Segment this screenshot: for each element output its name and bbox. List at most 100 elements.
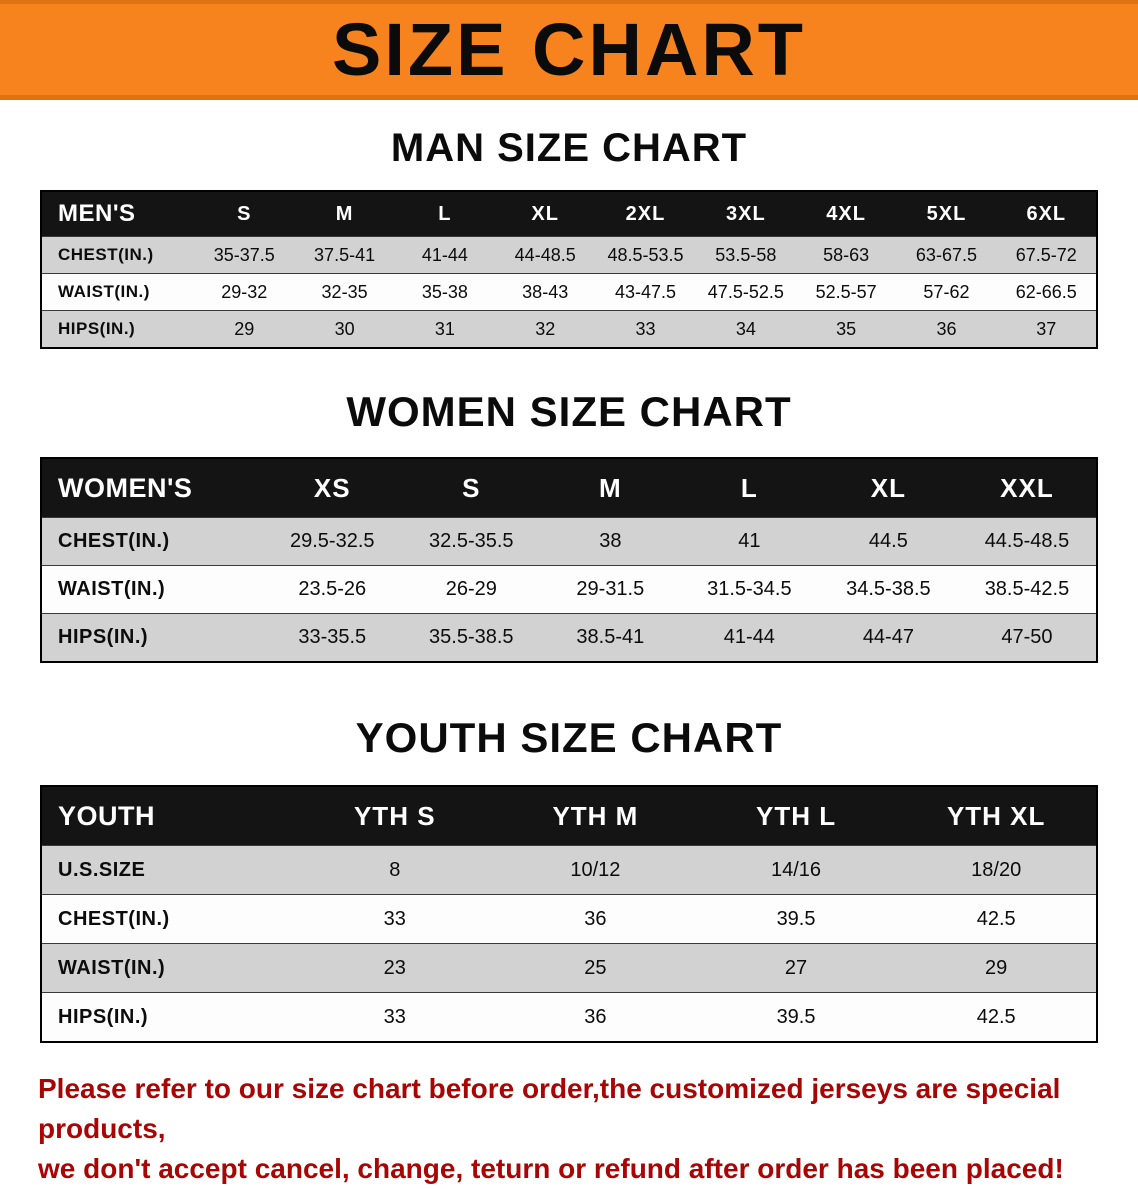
value-cell: 31.5-34.5 — [679, 565, 819, 614]
size-column-header: YTH XL — [896, 785, 1097, 846]
value-cell: 23 — [294, 943, 496, 993]
page-title: SIZE CHART — [332, 8, 806, 91]
value-cell: 47-50 — [957, 613, 1097, 663]
row-label: WAIST(IN.) — [41, 565, 263, 614]
value-cell: 31 — [394, 310, 496, 348]
value-cell: 41-44 — [679, 613, 819, 663]
value-cell: 39.5 — [695, 894, 897, 944]
youth-section-heading: YOUTH SIZE CHART — [355, 714, 783, 762]
men-table-title: MEN'S — [41, 190, 195, 237]
value-cell: 62-66.5 — [996, 273, 1097, 311]
row-label: CHEST(IN.) — [41, 894, 295, 944]
value-cell: 33-35.5 — [262, 613, 402, 663]
value-cell: 10/12 — [495, 845, 696, 895]
value-cell: 29.5-32.5 — [262, 517, 402, 566]
size-column-header: XL — [818, 457, 958, 518]
size-column-header: XXL — [957, 457, 1097, 518]
youth-ussize-row: U.S.SIZE 8 10/12 14/16 18/20 — [41, 845, 1097, 895]
size-column-header: 4XL — [795, 190, 897, 237]
value-cell: 39.5 — [695, 992, 897, 1043]
value-cell: 36 — [495, 992, 696, 1043]
men-size-table: MEN'S S M L XL 2XL 3XL 4XL 5XL 6XL CHEST… — [40, 190, 1098, 349]
row-label: HIPS(IN.) — [41, 613, 263, 663]
row-label: U.S.SIZE — [41, 845, 295, 895]
size-column-header: YTH L — [695, 785, 897, 846]
men-chest-row: CHEST(IN.) 35-37.5 37.5-41 41-44 44-48.5… — [41, 236, 1097, 274]
size-column-header: M — [540, 457, 680, 518]
value-cell: 30 — [294, 310, 395, 348]
value-cell: 29-32 — [194, 273, 295, 311]
value-cell: 29-31.5 — [540, 565, 680, 614]
value-cell: 44.5 — [818, 517, 958, 566]
value-cell: 36 — [896, 310, 997, 348]
size-column-header: YTH M — [495, 785, 696, 846]
value-cell: 44-48.5 — [495, 236, 596, 274]
value-cell: 34 — [695, 310, 796, 348]
value-cell: 38 — [540, 517, 680, 566]
women-hips-row: HIPS(IN.) 33-35.5 35.5-38.5 38.5-41 41-4… — [41, 613, 1097, 663]
row-label: HIPS(IN.) — [41, 992, 295, 1043]
row-label: CHEST(IN.) — [41, 517, 263, 566]
women-waist-row: WAIST(IN.) 23.5-26 26-29 29-31.5 31.5-34… — [41, 565, 1097, 614]
value-cell: 36 — [495, 894, 696, 944]
row-label: CHEST(IN.) — [41, 236, 195, 274]
value-cell: 32-35 — [294, 273, 395, 311]
value-cell: 26-29 — [401, 565, 541, 614]
size-column-header: 3XL — [695, 190, 796, 237]
size-column-header: XL — [495, 190, 596, 237]
value-cell: 35.5-38.5 — [401, 613, 541, 663]
size-column-header: 5XL — [896, 190, 997, 237]
value-cell: 52.5-57 — [795, 273, 897, 311]
value-cell: 57-62 — [896, 273, 997, 311]
size-column-header: L — [679, 457, 819, 518]
value-cell: 43-47.5 — [595, 273, 696, 311]
value-cell: 42.5 — [896, 894, 1097, 944]
size-column-header: YTH S — [294, 785, 496, 846]
value-cell: 38-43 — [495, 273, 596, 311]
row-label: WAIST(IN.) — [41, 943, 295, 993]
value-cell: 35-38 — [394, 273, 496, 311]
value-cell: 34.5-38.5 — [818, 565, 958, 614]
value-cell: 67.5-72 — [996, 236, 1097, 274]
men-header-row: MEN'S S M L XL 2XL 3XL 4XL 5XL 6XL — [41, 190, 1097, 237]
value-cell: 38.5-42.5 — [957, 565, 1097, 614]
size-column-header: S — [194, 190, 295, 237]
value-cell: 23.5-26 — [262, 565, 402, 614]
value-cell: 8 — [294, 845, 496, 895]
value-cell: 37 — [996, 310, 1097, 348]
value-cell: 41-44 — [394, 236, 496, 274]
women-size-table: WOMEN'S XS S M L XL XXL CHEST(IN.) 29.5-… — [40, 457, 1098, 664]
value-cell: 48.5-53.5 — [595, 236, 696, 274]
value-cell: 29 — [896, 943, 1097, 993]
value-cell: 41 — [679, 517, 819, 566]
youth-size-section: YOUTH SIZE CHART YOUTH YTH S YTH M YTH L… — [0, 714, 1138, 1044]
value-cell: 37.5-41 — [294, 236, 395, 274]
men-size-section: MAN SIZE CHART MEN'S S M L XL 2XL 3XL 4X… — [0, 126, 1138, 349]
women-chest-row: CHEST(IN.) 29.5-32.5 32.5-35.5 38 41 44.… — [41, 517, 1097, 566]
women-table-title: WOMEN'S — [41, 457, 263, 518]
value-cell: 32 — [495, 310, 596, 348]
size-column-header: 6XL — [996, 190, 1097, 237]
youth-header-row: YOUTH YTH S YTH M YTH L YTH XL — [41, 785, 1097, 846]
youth-chest-row: CHEST(IN.) 33 36 39.5 42.5 — [41, 894, 1097, 944]
footer-notice: Please refer to our size chart before or… — [38, 1069, 1100, 1188]
women-size-section: WOMEN SIZE CHART WOMEN'S XS S M L XL XXL… — [0, 388, 1138, 664]
youth-size-table: YOUTH YTH S YTH M YTH L YTH XL U.S.SIZE … — [40, 785, 1098, 1044]
value-cell: 33 — [294, 992, 496, 1043]
value-cell: 33 — [294, 894, 496, 944]
men-hips-row: HIPS(IN.) 29 30 31 32 33 34 35 36 37 — [41, 310, 1097, 348]
value-cell: 44-47 — [818, 613, 958, 663]
youth-waist-row: WAIST(IN.) 23 25 27 29 — [41, 943, 1097, 993]
size-column-header: S — [401, 457, 541, 518]
size-column-header: 2XL — [595, 190, 696, 237]
women-header-row: WOMEN'S XS S M L XL XXL — [41, 457, 1097, 518]
value-cell: 25 — [495, 943, 696, 993]
row-label: HIPS(IN.) — [41, 310, 195, 348]
value-cell: 32.5-35.5 — [401, 517, 541, 566]
youth-hips-row: HIPS(IN.) 33 36 39.5 42.5 — [41, 992, 1097, 1043]
value-cell: 18/20 — [896, 845, 1097, 895]
row-label: WAIST(IN.) — [41, 273, 195, 311]
value-cell: 58-63 — [795, 236, 897, 274]
women-section-heading: WOMEN SIZE CHART — [346, 388, 792, 435]
